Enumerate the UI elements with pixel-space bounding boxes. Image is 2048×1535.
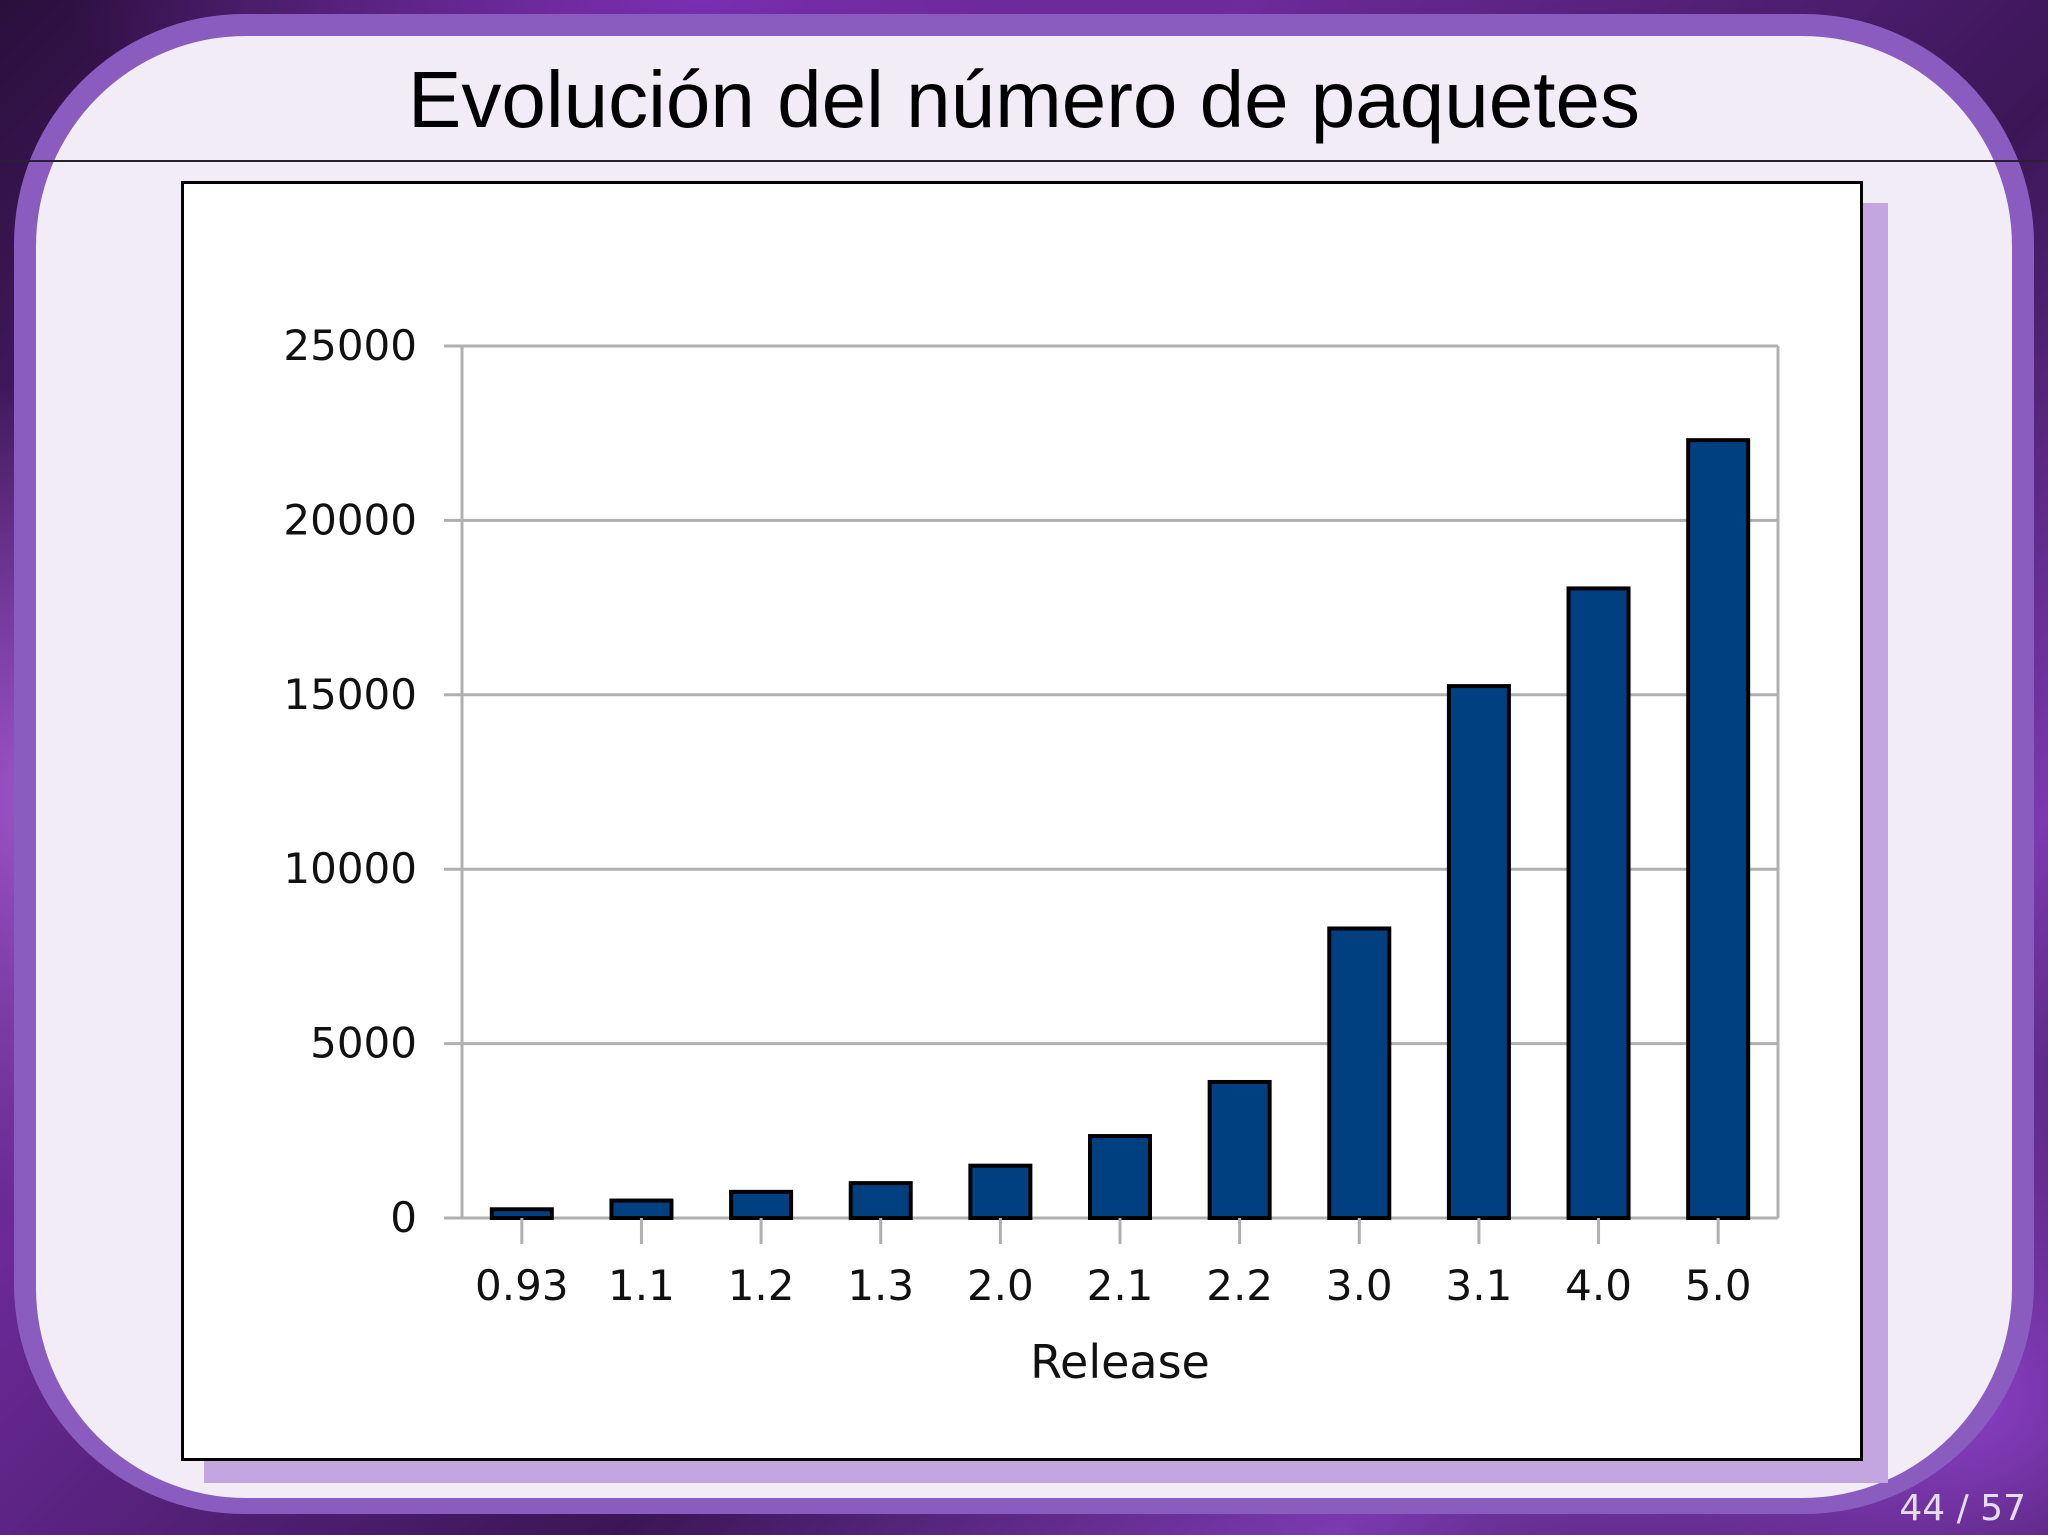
bar: [729, 1189, 794, 1221]
bar: [1566, 586, 1631, 1220]
x-tick-label: 1.2: [728, 1261, 795, 1310]
bar: [968, 1163, 1033, 1220]
x-tick-label: 2.1: [1087, 1261, 1154, 1310]
bar: [1207, 1079, 1272, 1221]
x-tick-label: 1.3: [847, 1261, 914, 1310]
x-tick-label: 2.2: [1206, 1261, 1273, 1310]
slide-title: Evolución del número de paquetes: [408, 55, 1640, 144]
x-tick-label: 2.0: [967, 1261, 1034, 1310]
bar: [1088, 1134, 1152, 1220]
y-tick-label: 0: [390, 1193, 417, 1242]
bar: [489, 1207, 554, 1221]
y-tick-label: 25000: [283, 321, 417, 370]
y-tick-label: 15000: [283, 670, 417, 719]
x-tick-label: 3.0: [1326, 1261, 1393, 1310]
y-tick-label: 20000: [283, 495, 417, 544]
x-axis-label: Release: [1030, 1335, 1210, 1389]
x-tick-label: 5.0: [1685, 1261, 1752, 1310]
x-tick-label: 3.1: [1446, 1261, 1513, 1310]
chart-container: 0 5000 10000 15000 20000 25000 0.93 1.1 1.2 1.3 2.…: [181, 181, 1863, 1461]
bar-chart: 0 5000 10000 15000 20000 25000 0.93 1.1 1.2 1.3 2.…: [283, 321, 1780, 1389]
x-tick-label: 1.1: [608, 1261, 675, 1310]
page-number: 44 / 57: [1899, 1488, 2026, 1529]
y-tick-label: 5000: [310, 1019, 417, 1068]
bar: [1686, 438, 1751, 1220]
bar: [848, 1181, 913, 1220]
bar: [609, 1198, 674, 1220]
x-tick-label: 4.0: [1565, 1261, 1632, 1310]
bar: [1446, 684, 1511, 1220]
x-tick-label: 0.93: [475, 1261, 569, 1310]
y-tick-label: 10000: [283, 844, 417, 893]
bar: [1327, 926, 1392, 1220]
title-divider: [0, 160, 2048, 162]
